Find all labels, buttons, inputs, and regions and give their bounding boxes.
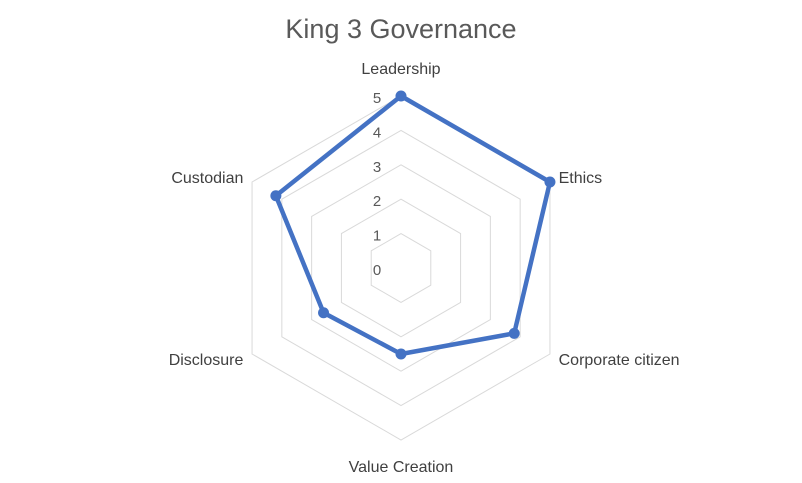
radial-tick-labels: 0 1 2 3 4 5 bbox=[373, 90, 381, 279]
category-label: Ethics bbox=[559, 170, 603, 187]
grid-ring bbox=[370, 233, 432, 303]
radar-grid bbox=[251, 95, 551, 441]
grid-ring bbox=[340, 198, 462, 338]
chart-title: King 3 Governance bbox=[285, 14, 517, 44]
data-point bbox=[395, 90, 407, 102]
grid-ring bbox=[251, 95, 551, 441]
data-point bbox=[270, 190, 282, 202]
data-point bbox=[318, 307, 330, 319]
data-point bbox=[395, 348, 407, 360]
tick-label: 2 bbox=[373, 193, 381, 210]
category-labels: Leadership Ethics Corporate citizen Value C… bbox=[169, 61, 680, 476]
tick-label: 0 bbox=[373, 262, 381, 279]
tick-label: 1 bbox=[373, 228, 381, 245]
category-label: Corporate citizen bbox=[559, 352, 680, 369]
tick-label: 4 bbox=[373, 124, 381, 141]
category-label: Disclosure bbox=[169, 352, 244, 369]
series-layer bbox=[270, 90, 556, 360]
category-label: Custodian bbox=[171, 170, 243, 187]
tick-label: 5 bbox=[373, 90, 381, 107]
series-line bbox=[273, 93, 553, 357]
grid-ring bbox=[311, 164, 491, 372]
data-point bbox=[544, 176, 556, 188]
category-label: Value Creation bbox=[349, 459, 454, 476]
tick-label: 3 bbox=[373, 159, 381, 176]
data-point bbox=[508, 327, 520, 339]
category-label: Leadership bbox=[361, 61, 440, 78]
grid-ring bbox=[281, 129, 521, 407]
